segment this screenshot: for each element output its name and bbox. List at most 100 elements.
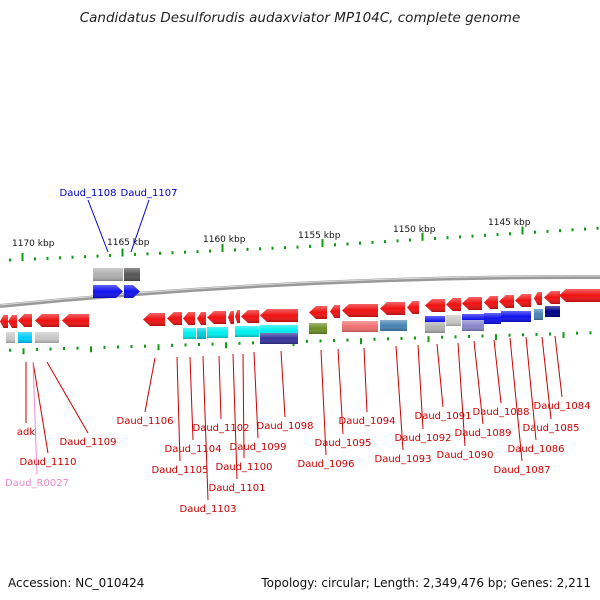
gene-label: Daud_1091 xyxy=(415,411,472,422)
leader-line xyxy=(176,356,181,462)
gene-arrow-shade xyxy=(8,315,17,328)
cog-block-shade xyxy=(6,332,15,343)
leader-line xyxy=(253,351,259,439)
scale-label: 1145 kbp xyxy=(488,218,531,228)
leader-line xyxy=(242,353,245,459)
leader-line xyxy=(144,357,156,413)
gene-label: Daud_1110 xyxy=(20,457,77,468)
leader-line xyxy=(554,335,563,398)
gene-arrow-shade xyxy=(167,312,182,325)
gene-label: Daud_1088 xyxy=(473,407,530,418)
gene-label: Daud_1098 xyxy=(257,421,314,432)
gene-arrow-shade xyxy=(425,299,445,312)
leader-line xyxy=(473,340,484,425)
cog-block-shade xyxy=(260,333,298,344)
leader-line xyxy=(232,353,238,480)
gene-arrow-shade xyxy=(342,304,378,317)
leader-line xyxy=(280,350,286,418)
gene-arrow-shade xyxy=(484,296,498,309)
leader-line xyxy=(32,361,49,454)
topology-text: Topology: circular; Length: 2,349,476 bp… xyxy=(261,576,591,590)
cog-block-shade xyxy=(235,326,259,337)
gene-label: Daud_1086 xyxy=(508,444,565,455)
gene-arrow-shade xyxy=(446,298,461,311)
cog-block-shade xyxy=(425,316,445,327)
leader-line xyxy=(202,355,209,501)
gene-arrow-shade xyxy=(559,289,600,302)
map-title: Candidatus Desulforudis audaxviator MP10… xyxy=(79,10,521,26)
gene-arrow-shade xyxy=(380,302,405,315)
gene-label: Daud_1095 xyxy=(315,438,372,449)
gene-label: Daud_1102 xyxy=(193,423,250,434)
cog-block-shade xyxy=(342,321,378,332)
cog-block-shade xyxy=(183,328,196,339)
gene-arrow-shade xyxy=(0,315,8,328)
scale-ticks-top xyxy=(9,226,599,262)
gene-label: Daud_1108 xyxy=(60,188,117,199)
gene-label: Daud_1100 xyxy=(216,462,273,473)
cog-block-shade xyxy=(207,327,228,338)
cog-block-shade xyxy=(35,332,59,343)
cog-block-shade xyxy=(446,315,461,326)
leader-line xyxy=(457,342,466,447)
gene-arrow-shade xyxy=(407,301,419,314)
gene-arrow-shade xyxy=(534,292,542,305)
cog-block-shade xyxy=(18,332,32,343)
gene-arrow-shade xyxy=(62,314,89,327)
cog-block-shade xyxy=(309,323,327,334)
gene-label: Daud_1101 xyxy=(209,483,266,494)
gene-label: Daud_1105 xyxy=(152,465,209,476)
gene-arrow-shade xyxy=(309,306,327,319)
scale-ticks-bottom xyxy=(9,331,592,355)
gene-label: Daud_1087 xyxy=(494,465,551,476)
leader-line xyxy=(525,336,537,441)
cog-block-shade xyxy=(124,268,140,281)
cog-block-shade xyxy=(260,325,298,336)
gene-arrow-shade xyxy=(241,310,259,323)
leader-line xyxy=(46,361,89,434)
scale-label: 1150 kbp xyxy=(393,225,436,235)
cog-block-shade xyxy=(380,320,407,331)
scale-label: 1160 kbp xyxy=(203,235,246,245)
gene-label: Daud_1096 xyxy=(298,459,355,470)
gene-label: Daud_1109 xyxy=(60,437,117,448)
leader-line xyxy=(130,199,150,253)
gene-arrow-shade xyxy=(143,313,165,326)
leader-line xyxy=(320,349,327,456)
gene-label: Daud_1104 xyxy=(165,444,222,455)
leader-line xyxy=(436,343,444,408)
leader-line xyxy=(509,337,523,462)
gene-arrow-shade xyxy=(235,310,240,323)
leader-line xyxy=(493,339,502,404)
gene-label: Daud_1103 xyxy=(180,504,237,515)
cog-block-shade xyxy=(501,311,531,322)
gene-arrow-shade xyxy=(228,311,234,324)
gene-arrow-shade xyxy=(207,311,226,324)
gene-label: Daud_1106 xyxy=(117,416,174,427)
gene-label: Daud_1107 xyxy=(121,188,178,199)
gene-arrow-shade xyxy=(18,314,32,327)
gene-label: Daud_1094 xyxy=(339,416,396,427)
gene-arrow-shade xyxy=(544,291,560,304)
leader-line xyxy=(337,348,344,435)
gene-arrow-shade xyxy=(260,309,298,322)
gene-arrow-shade xyxy=(462,297,482,310)
cog-block-shade xyxy=(425,322,445,333)
scale-label: 1170 kbp xyxy=(12,239,55,249)
leader-line xyxy=(363,347,368,413)
gene-label: Daud_1099 xyxy=(230,442,287,453)
label-leader-lines xyxy=(25,199,563,501)
gene-label: Daud_1089 xyxy=(455,428,512,439)
gene-arrow-shade xyxy=(124,285,140,298)
cog-block-shade xyxy=(462,320,484,331)
cog-block-shade xyxy=(197,328,206,339)
scale-label: 1155 kbp xyxy=(298,231,341,241)
cog-block-shade xyxy=(93,268,123,281)
cog-blocks xyxy=(6,268,560,344)
gene-features xyxy=(0,285,600,328)
leader-line xyxy=(218,355,222,420)
gene-label: Daud_1092 xyxy=(395,433,452,444)
gene-arrow-shade xyxy=(35,314,59,327)
gene-arrow-shade xyxy=(330,305,340,318)
